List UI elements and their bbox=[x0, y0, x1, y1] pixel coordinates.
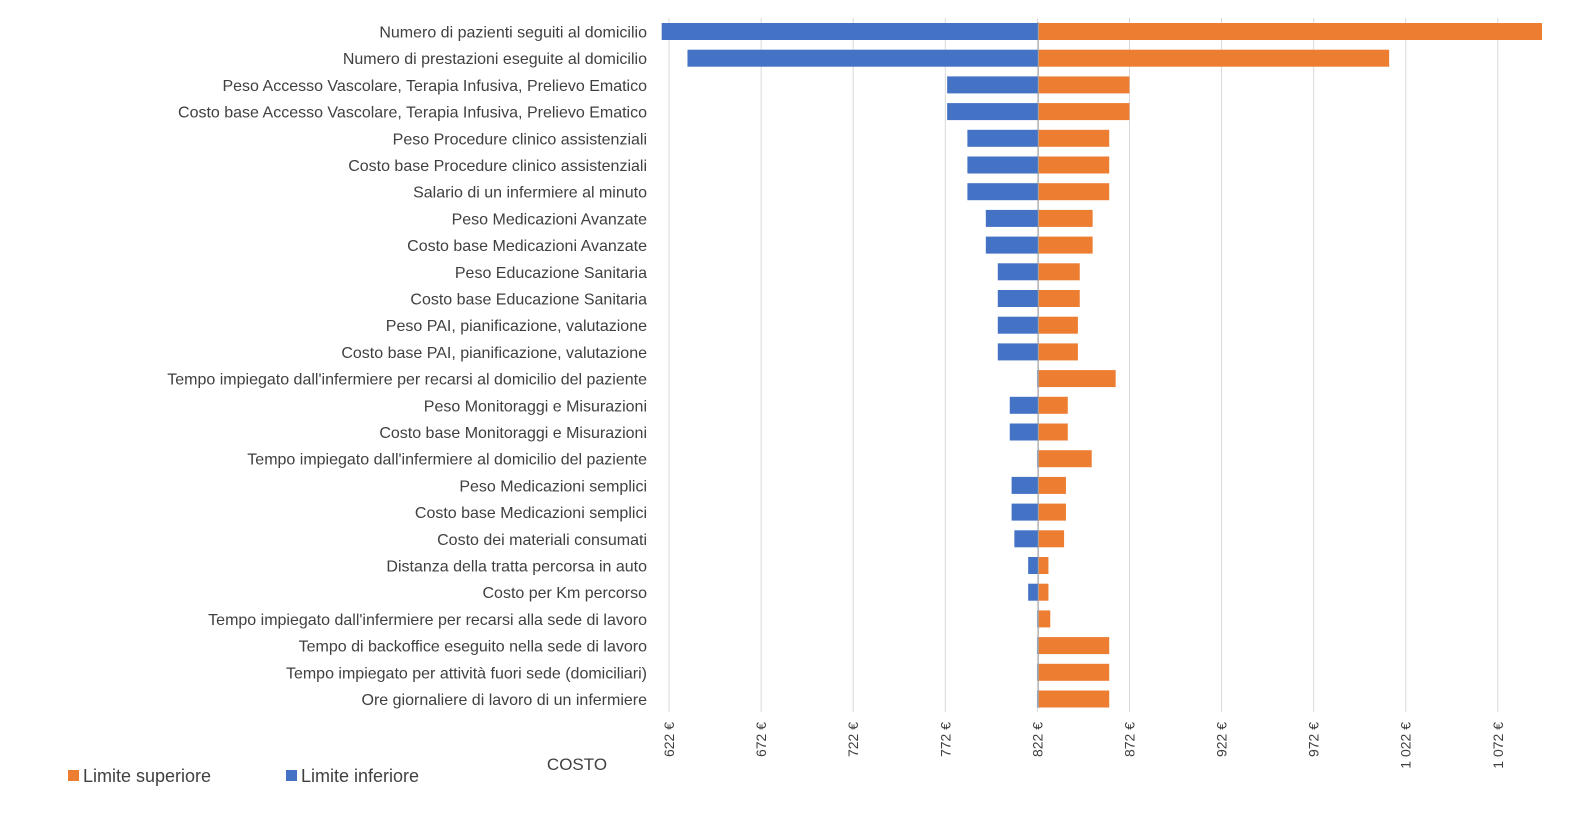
bar-limite-inferiore-19 bbox=[1014, 530, 1039, 548]
bar-limite-inferiore-2 bbox=[947, 76, 1039, 94]
category-label-15: Costo base Monitoraggi e Misurazioni bbox=[379, 425, 647, 442]
legend-label-inferiore: Limite inferiore bbox=[301, 766, 419, 786]
legend-swatch-inferiore bbox=[286, 770, 297, 781]
bar-limite-superiore-4 bbox=[1038, 129, 1110, 147]
bar-limite-inferiore-17 bbox=[1011, 476, 1039, 494]
bar-limite-superiore-2 bbox=[1038, 76, 1130, 94]
bar-limite-superiore-14 bbox=[1038, 396, 1068, 414]
bar-limite-inferiore-8 bbox=[985, 236, 1039, 254]
bar-limite-inferiore-20 bbox=[1028, 557, 1039, 574]
category-label-4: Peso Procedure clinico assistenziali bbox=[393, 131, 647, 148]
bar-limite-superiore-1 bbox=[1038, 49, 1390, 67]
x-tick-label-6: 922 € bbox=[1214, 722, 1230, 757]
bar-limite-superiore-23 bbox=[1038, 637, 1110, 655]
bar-limite-superiore-25 bbox=[1038, 690, 1110, 708]
bar-limite-inferiore-9 bbox=[997, 263, 1039, 281]
bar-limite-superiore-21 bbox=[1038, 583, 1049, 601]
gridlines bbox=[668, 18, 1499, 712]
bar-limite-superiore-9 bbox=[1038, 263, 1080, 281]
x-tick-label-0: 622 € bbox=[661, 722, 677, 757]
x-tick-label-5: 872 € bbox=[1121, 722, 1137, 757]
bar-limite-inferiore-0 bbox=[661, 23, 1039, 40]
bar-limite-inferiore-14 bbox=[1009, 396, 1039, 414]
category-label-9: Peso Educazione Sanitaria bbox=[455, 265, 647, 282]
category-label-6: Salario di un infermiere al minuto bbox=[413, 185, 647, 202]
x-tick-label-4: 822 € bbox=[1029, 722, 1045, 757]
category-label-23: Tempo di backoffice eseguito nella sede … bbox=[299, 639, 647, 656]
category-label-7: Peso Medicazioni Avanzate bbox=[452, 211, 647, 228]
category-label-13: Tempo impiegato dall'infermiere per reca… bbox=[167, 372, 647, 389]
bar-limite-inferiore-11 bbox=[997, 316, 1039, 334]
x-tick-label-7: 972 € bbox=[1306, 722, 1322, 757]
bar-limite-inferiore-21 bbox=[1028, 583, 1039, 601]
category-label-2: Peso Accesso Vascolare, Terapia Infusiva… bbox=[222, 78, 647, 95]
bar-limite-inferiore-10 bbox=[997, 290, 1039, 307]
category-label-8: Costo base Medicazioni Avanzate bbox=[407, 238, 647, 255]
bar-limite-superiore-17 bbox=[1038, 476, 1066, 494]
bar-limite-superiore-10 bbox=[1038, 290, 1080, 307]
x-tick-label-8: 1 022 € bbox=[1398, 722, 1414, 769]
bar-limite-inferiore-5 bbox=[967, 156, 1039, 174]
category-label-22: Tempo impiegato dall'infermiere per reca… bbox=[208, 612, 647, 629]
category-label-24: Tempo impiegato per attività fuori sede … bbox=[286, 665, 647, 682]
x-tick-labels: 622 € 672 € 722 € 772 € 822 € 872 € 922 € 972 €… bbox=[661, 722, 1506, 769]
category-labels: Numero di pazienti seguiti al domicilio N… bbox=[167, 25, 647, 710]
category-label-18: Costo base Medicazioni semplici bbox=[415, 505, 647, 522]
legend-swatch-superiore bbox=[68, 770, 79, 781]
category-label-25: Ore giornaliere di lavoro di un infermie… bbox=[362, 692, 648, 709]
bar-limite-superiore-8 bbox=[1038, 236, 1093, 254]
bar-limite-superiore-7 bbox=[1038, 209, 1093, 227]
bar-limite-inferiore-3 bbox=[947, 103, 1039, 121]
bar-limite-superiore-15 bbox=[1038, 423, 1068, 441]
bar-limite-superiore-18 bbox=[1038, 503, 1066, 521]
x-tick-label-3: 772 € bbox=[937, 722, 953, 757]
bar-limite-superiore-16 bbox=[1038, 450, 1092, 468]
category-label-21: Costo per Km percorso bbox=[482, 585, 647, 602]
bar-limite-superiore-11 bbox=[1038, 316, 1078, 334]
category-label-16: Tempo impiegato dall'infermiere al domic… bbox=[247, 452, 647, 469]
category-label-19: Costo dei materiali consumati bbox=[437, 532, 647, 549]
bar-limite-superiore-13 bbox=[1038, 370, 1116, 388]
x-tick-label-9: 1 072 € bbox=[1490, 722, 1506, 769]
bar-limite-superiore-19 bbox=[1038, 530, 1065, 548]
category-label-1: Numero di prestazioni eseguite al domici… bbox=[343, 51, 647, 68]
bar-limite-superiore-3 bbox=[1038, 103, 1130, 121]
bar-limite-superiore-12 bbox=[1038, 343, 1078, 361]
bar-limite-superiore-24 bbox=[1038, 663, 1110, 681]
category-label-17: Peso Medicazioni semplici bbox=[459, 478, 647, 495]
category-label-3: Costo base Accesso Vascolare, Terapia In… bbox=[178, 105, 647, 122]
category-label-0: Numero di pazienti seguiti al domicilio bbox=[379, 25, 647, 42]
category-label-10: Costo base Educazione Sanitaria bbox=[410, 292, 647, 309]
x-tick-label-2: 722 € bbox=[845, 722, 861, 757]
bar-limite-superiore-22 bbox=[1038, 610, 1051, 628]
bar-limite-inferiore-7 bbox=[985, 209, 1039, 227]
category-label-20: Distanza della tratta percorsa in auto bbox=[386, 559, 647, 576]
category-label-14: Peso Monitoraggi e Misurazioni bbox=[424, 398, 647, 415]
bar-limite-inferiore-18 bbox=[1011, 503, 1039, 521]
x-axis-title: COSTO bbox=[547, 755, 607, 774]
bar-limite-inferiore-4 bbox=[967, 129, 1039, 147]
bar-limite-inferiore-1 bbox=[687, 49, 1039, 67]
bar-limite-inferiore-6 bbox=[967, 183, 1039, 201]
bar-limite-superiore-6 bbox=[1038, 183, 1110, 201]
legend: Limite superiore Limite inferiore bbox=[68, 766, 419, 786]
legend-label-superiore: Limite superiore bbox=[83, 766, 211, 786]
category-label-12: Costo base PAI, pianificazione, valutazi… bbox=[341, 345, 647, 362]
bar-limite-superiore-20 bbox=[1038, 557, 1049, 574]
category-label-5: Costo base Procedure clinico assistenzia… bbox=[348, 158, 647, 175]
bars bbox=[661, 23, 1542, 708]
bar-limite-superiore-5 bbox=[1038, 156, 1110, 174]
bar-limite-inferiore-15 bbox=[1009, 423, 1039, 441]
category-label-11: Peso PAI, pianificazione, valutazione bbox=[386, 318, 647, 335]
x-tick-label-1: 672 € bbox=[753, 722, 769, 757]
bar-limite-superiore-0 bbox=[1038, 23, 1542, 40]
bar-limite-inferiore-12 bbox=[997, 343, 1039, 361]
